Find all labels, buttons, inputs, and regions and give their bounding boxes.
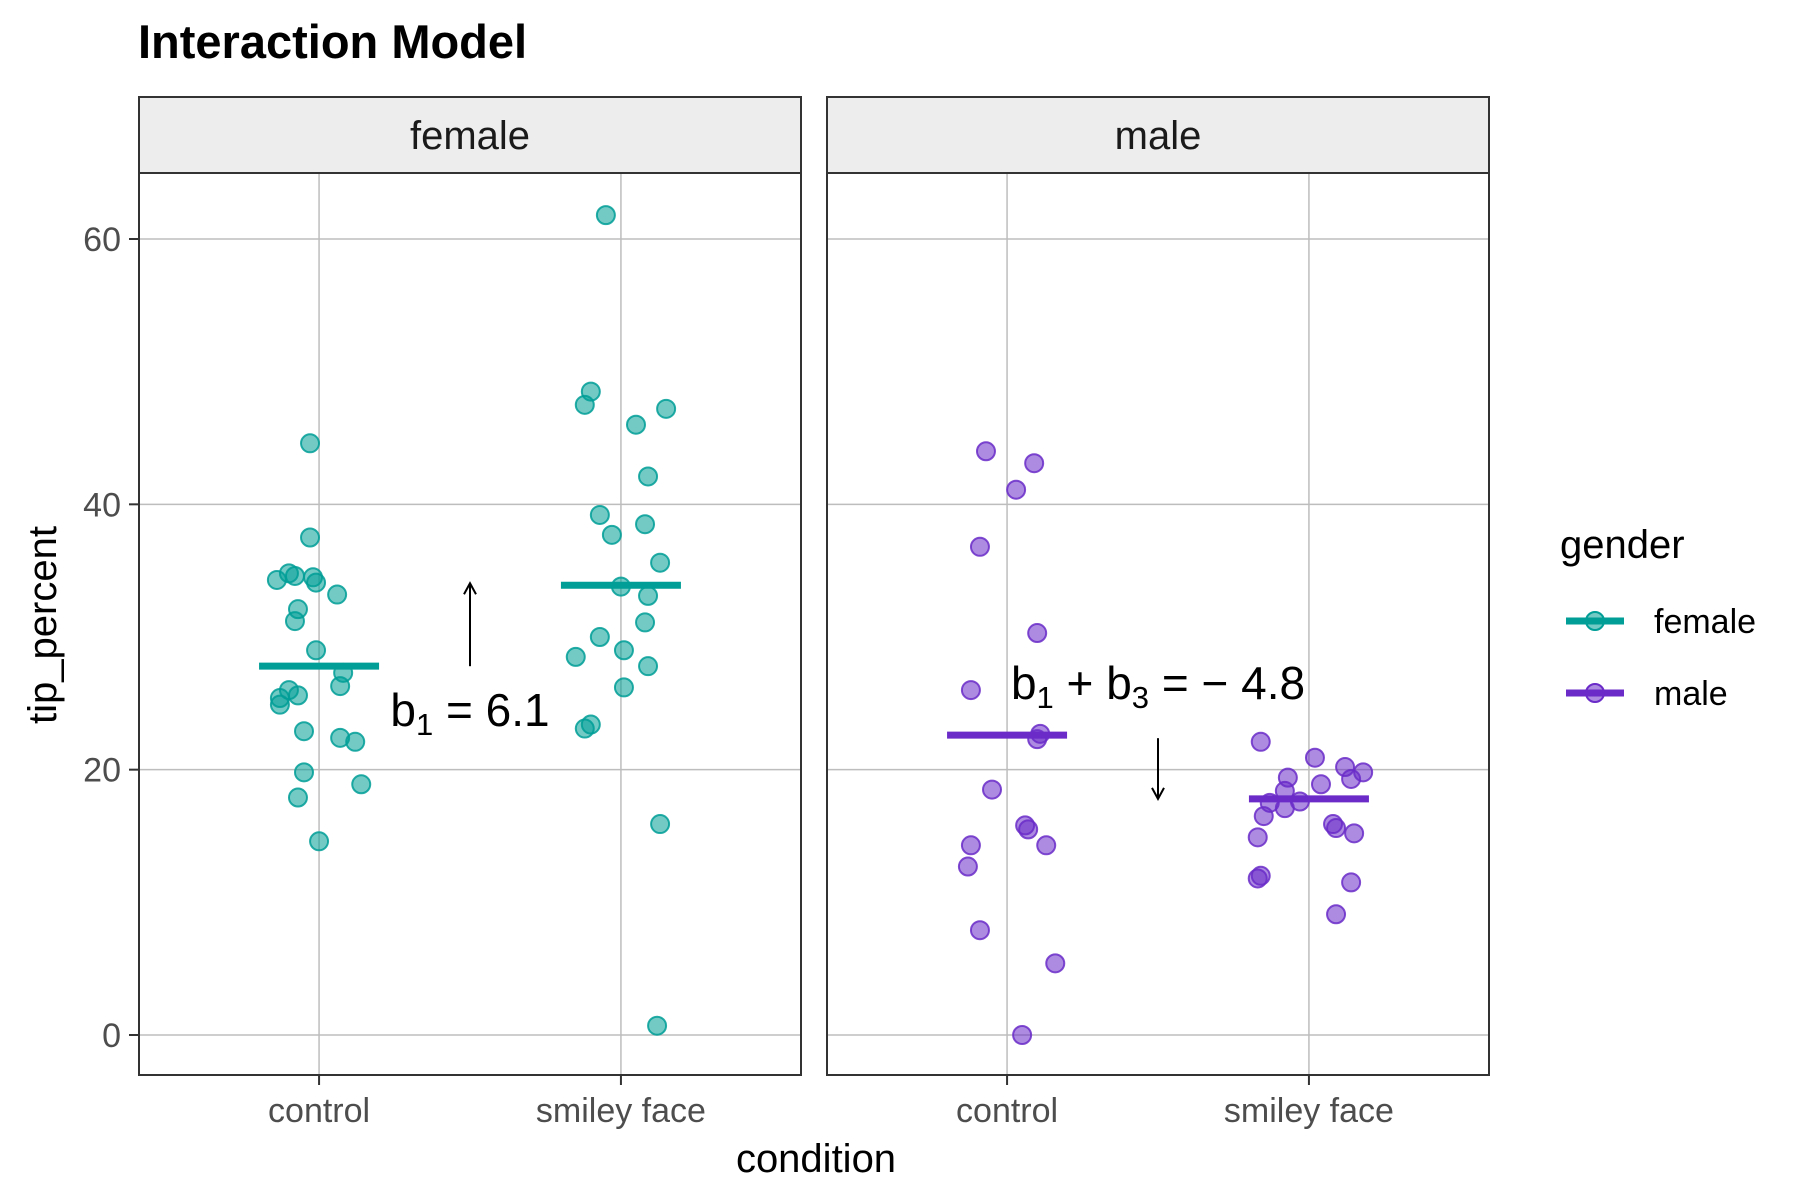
data-point xyxy=(589,627,610,647)
data-point xyxy=(287,787,308,808)
chart-title: Interaction Model xyxy=(138,15,527,68)
annotation-arrowhead xyxy=(1151,787,1165,801)
data-point xyxy=(269,694,290,715)
data-point xyxy=(306,572,327,593)
data-point xyxy=(613,640,634,661)
data-point xyxy=(638,466,659,487)
data-point xyxy=(960,680,981,701)
y-tick-label: 20 xyxy=(83,752,121,790)
x-tick-label: control xyxy=(956,1092,1058,1130)
data-point xyxy=(574,718,595,739)
legend-label: female xyxy=(1654,603,1756,641)
data-point xyxy=(601,524,622,545)
data-point xyxy=(638,656,659,677)
data-point xyxy=(266,569,287,590)
legend-title: gender xyxy=(1560,523,1685,567)
data-point xyxy=(284,611,305,632)
data-point xyxy=(1006,479,1027,500)
data-point xyxy=(1344,823,1365,844)
legend-key-point xyxy=(1585,611,1605,631)
data-point xyxy=(1326,904,1347,925)
facet-strip xyxy=(826,96,1490,174)
data-point xyxy=(595,205,616,226)
y-axis-label: tip_percent xyxy=(21,526,65,724)
data-point xyxy=(330,676,351,697)
data-point xyxy=(1326,818,1347,839)
data-point xyxy=(1253,806,1274,827)
data-point xyxy=(1247,827,1268,848)
y-tick-label: 60 xyxy=(83,221,121,259)
data-point xyxy=(613,677,634,698)
data-point xyxy=(1024,453,1045,474)
x-axis-label: condition xyxy=(736,1137,896,1181)
data-point xyxy=(327,584,348,605)
data-point xyxy=(969,536,990,557)
data-point xyxy=(345,731,366,752)
legend-label: male xyxy=(1654,675,1728,713)
data-point xyxy=(309,831,330,852)
y-tick-label: 40 xyxy=(83,486,121,524)
data-point xyxy=(589,504,610,525)
annotation-text: b1 = 6.1 xyxy=(390,684,549,742)
data-point xyxy=(294,721,315,742)
data-point xyxy=(294,762,315,783)
data-point xyxy=(650,814,671,835)
data-point xyxy=(287,685,308,706)
data-point xyxy=(1304,747,1325,768)
data-point xyxy=(1310,774,1331,795)
data-point xyxy=(957,856,978,877)
data-point xyxy=(1018,819,1039,840)
data-point xyxy=(656,398,677,419)
x-tick-label: control xyxy=(268,1092,370,1130)
data-point xyxy=(284,565,305,586)
data-point xyxy=(635,514,656,535)
panel-border xyxy=(826,172,1490,1076)
data-point xyxy=(1036,835,1057,856)
data-point xyxy=(574,394,595,415)
data-point xyxy=(306,640,327,661)
annotation-arrowhead xyxy=(463,581,477,595)
facet-strip-label: male xyxy=(1115,114,1202,158)
data-point xyxy=(565,646,586,667)
facet-strip xyxy=(138,96,802,174)
data-point xyxy=(300,527,321,548)
data-point xyxy=(1250,731,1271,752)
data-point xyxy=(625,414,646,435)
plot-layer: female b1 = 6.1 control smiley face male b1 +… xyxy=(83,96,1490,1130)
legend-key-point xyxy=(1585,683,1605,703)
data-point xyxy=(635,612,656,633)
x-tick-label: smiley face xyxy=(536,1092,706,1130)
data-point xyxy=(650,552,671,573)
panel-border xyxy=(138,172,802,1076)
data-point xyxy=(982,779,1003,800)
panel-background xyxy=(827,173,1489,1075)
data-point xyxy=(1012,1025,1033,1045)
y-tick-label: 0 xyxy=(102,1017,121,1055)
facet-strip-label: female xyxy=(410,114,530,158)
annotation-text: b1 + b3 = − 4.8 xyxy=(1011,657,1305,715)
data-point xyxy=(1027,623,1048,644)
data-point xyxy=(960,835,981,856)
data-point xyxy=(975,441,996,462)
legend: gender female male xyxy=(1560,523,1756,713)
data-point xyxy=(638,585,659,606)
data-point xyxy=(300,433,321,454)
data-point xyxy=(1247,868,1268,889)
data-point xyxy=(351,774,372,795)
data-point xyxy=(1341,872,1362,893)
data-point xyxy=(969,920,990,941)
data-point xyxy=(1341,768,1362,789)
data-point xyxy=(1045,953,1066,974)
x-tick-label: smiley face xyxy=(1224,1092,1394,1130)
data-point xyxy=(647,1015,668,1036)
